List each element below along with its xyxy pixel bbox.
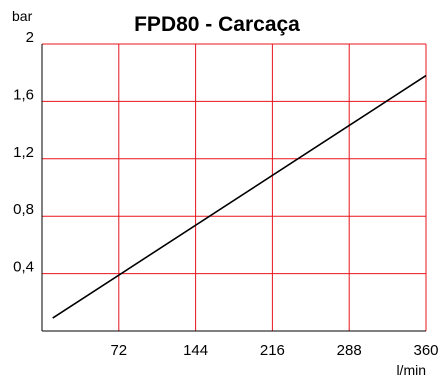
y-tick-label: 1,2 <box>13 144 34 161</box>
x-tick-label: 144 <box>183 342 208 359</box>
x-tick-label: 288 <box>337 342 362 359</box>
y-tick-label: 2 <box>26 29 34 46</box>
x-tick-label: 216 <box>260 342 285 359</box>
y-axis-label: bar <box>12 8 33 24</box>
series-line <box>52 74 427 319</box>
series <box>52 74 427 319</box>
chart-title: FPD80 - Carcaça <box>134 13 300 36</box>
y-tick-label: 0,8 <box>13 201 34 218</box>
x-tick-label: 72 <box>110 342 127 359</box>
x-axis-label: l/min <box>396 362 426 378</box>
tick-labels: 72 144 216 288 360 0,4 0,8 1,2 1,6 2 <box>13 29 438 359</box>
y-tick-label: 1,6 <box>13 86 34 103</box>
grid <box>42 43 427 331</box>
x-tick-label: 360 <box>413 342 438 359</box>
axes <box>41 44 426 332</box>
y-tick-label: 0,4 <box>13 259 34 276</box>
